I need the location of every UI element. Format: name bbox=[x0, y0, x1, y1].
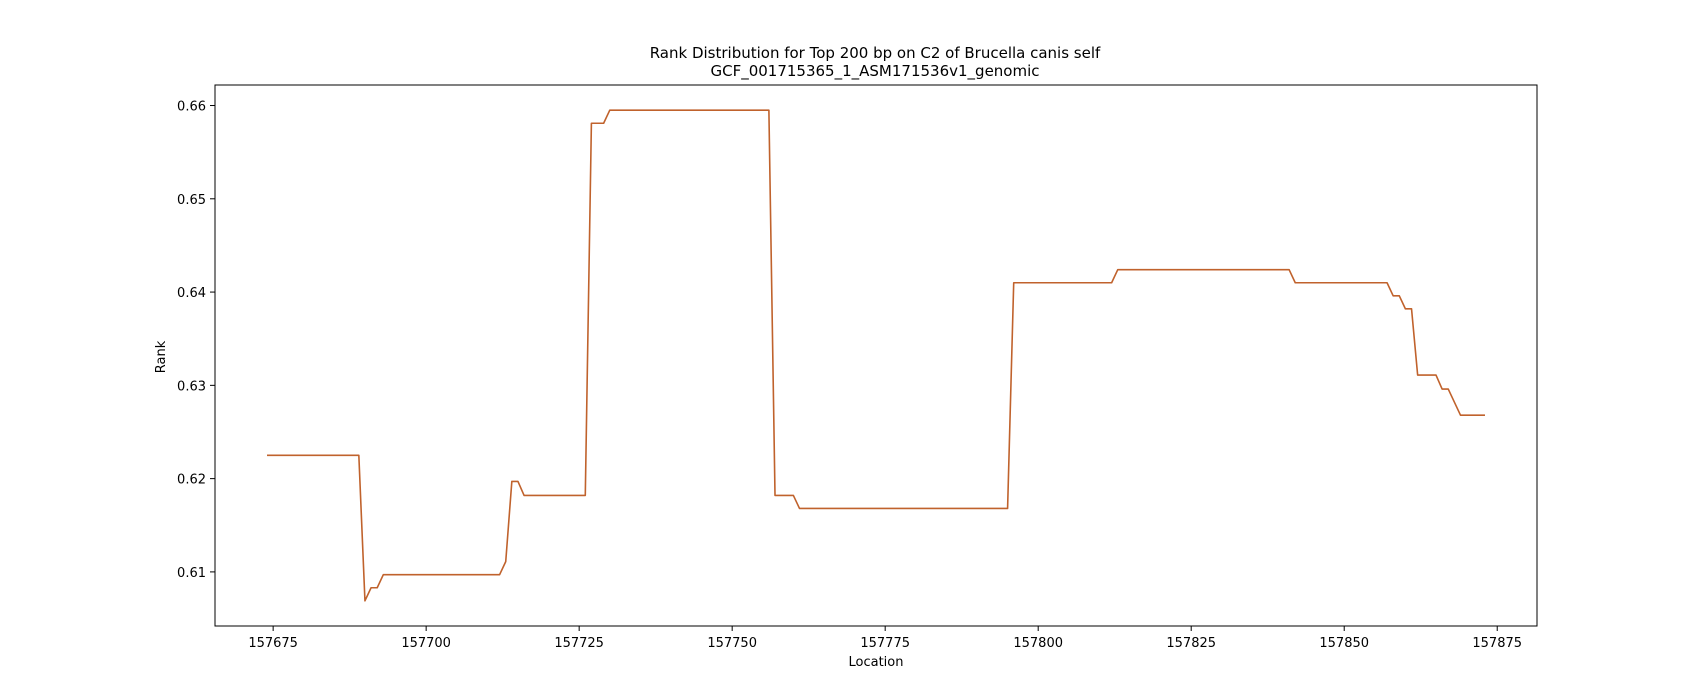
y-axis-label: Rank bbox=[154, 340, 169, 373]
y-tick-label: 0.61 bbox=[177, 566, 206, 581]
x-tick-label: 157725 bbox=[554, 636, 604, 651]
x-tick-label: 157875 bbox=[1472, 636, 1522, 651]
x-tick-label: 157750 bbox=[707, 636, 757, 651]
x-axis-label: Location bbox=[849, 655, 904, 670]
x-axis: 157675 157700 157725 157750 157775 157800 1578… bbox=[248, 626, 1522, 651]
x-tick-label: 157675 bbox=[248, 636, 298, 651]
x-tick-label: 157775 bbox=[860, 636, 910, 651]
y-tick-label: 0.64 bbox=[177, 286, 206, 301]
y-axis: 0.61 0.62 0.63 0.64 0.65 0.66 bbox=[177, 100, 215, 581]
x-tick-label: 157850 bbox=[1319, 636, 1369, 651]
x-tick-label: 157700 bbox=[401, 636, 451, 651]
plot-area bbox=[214, 84, 1538, 627]
x-tick-label: 157825 bbox=[1166, 636, 1216, 651]
chart-subtitle: GCF_001715365_1_ASM171536v1_genomic bbox=[710, 62, 1039, 81]
y-tick-label: 0.65 bbox=[177, 193, 206, 208]
y-tick-label: 0.66 bbox=[177, 100, 206, 115]
y-tick-label: 0.62 bbox=[177, 473, 206, 488]
y-tick-label: 0.63 bbox=[177, 379, 206, 394]
chart-title: Rank Distribution for Top 200 bp on C2 o… bbox=[650, 44, 1101, 62]
series-line bbox=[267, 109, 1485, 602]
series-layer bbox=[267, 109, 1485, 602]
x-tick-label: 157800 bbox=[1013, 636, 1063, 651]
